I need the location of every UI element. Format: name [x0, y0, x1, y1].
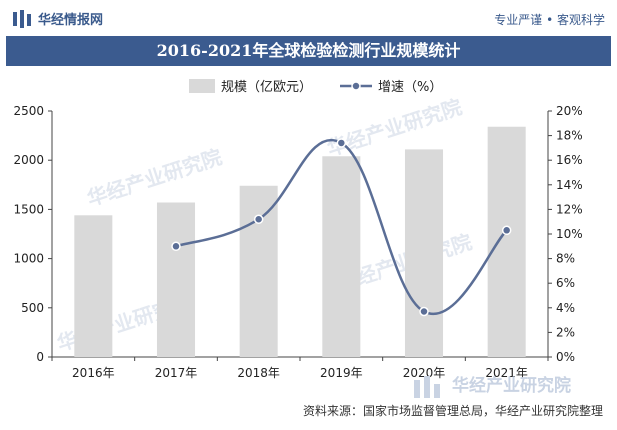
growth-line [175, 139, 508, 316]
watermark-text: 华经产业研究院 [452, 376, 571, 396]
y-right-tick-label: 2% [556, 325, 575, 339]
y-right-tick-label: 12% [556, 202, 583, 216]
y-right-tick-label: 16% [556, 153, 583, 167]
legend-line-marker [351, 81, 361, 91]
slogan: 专业严谨 • 客观科学 [494, 13, 605, 27]
growth-point [253, 214, 264, 224]
watermark-logo-icon [414, 376, 440, 398]
watermark-bg-text: 华经产业研究院 [324, 95, 465, 161]
y-left-tick-label: 500 [21, 301, 44, 315]
y-right-tick-label: 0% [556, 350, 575, 364]
growth-point [501, 225, 512, 236]
y-left-tick-label: 1500 [13, 202, 44, 216]
y-left-tick-label: 2500 [13, 104, 44, 118]
brand-name: 华经情报网 [38, 13, 104, 28]
legend-bar-swatch [189, 79, 215, 93]
legend-line-label: 增速（%） [378, 80, 442, 95]
x-tick-label: 2020年 [403, 366, 446, 380]
top-bar: 华经情报网 专业严谨 • 客观科学 [0, 0, 617, 36]
watermark-bg-text: 华经产业研究院 [84, 145, 225, 211]
chart-title: 2016-2021年全球检验检测行业规模统计 [6, 36, 611, 66]
legend-bar-label: 规模（亿欧元） [221, 80, 312, 95]
logo: 华经情报网 [12, 9, 103, 28]
brand-logo-icon [13, 9, 31, 28]
bar [487, 126, 526, 357]
source-note: 资料来源：国家市场监督管理总局，华经产业研究院整理 [302, 404, 603, 418]
y-right-tick-label: 20% [556, 104, 583, 118]
x-tick-label: 2021年 [485, 366, 528, 380]
growth-point [171, 241, 181, 252]
x-tick-label: 2018年 [237, 366, 280, 380]
chart-canvas: 华经产业研究院华经产业研究院华经产业研究院华经产业研究院050010001500… [13, 79, 583, 380]
y-right-tick-label: 6% [556, 276, 575, 290]
y-left-tick-label: 1000 [13, 252, 44, 266]
growth-point [336, 138, 347, 148]
y-right-tick-label: 4% [556, 301, 575, 315]
x-tick-label: 2017年 [155, 366, 198, 380]
bar [322, 156, 361, 357]
bar [74, 215, 113, 357]
bar [239, 185, 278, 357]
y-right-tick-label: 18% [556, 129, 583, 143]
y-left-tick-label: 0 [36, 350, 44, 364]
y-left-tick-label: 2000 [13, 153, 44, 167]
growth-point [419, 306, 429, 317]
y-right-tick-label: 8% [556, 252, 575, 266]
bar [404, 149, 444, 357]
y-right-tick-label: 10% [556, 227, 583, 241]
x-tick-label: 2019年 [320, 366, 363, 380]
bar [156, 202, 196, 357]
y-right-tick-label: 14% [556, 178, 583, 192]
x-tick-label: 2016年 [72, 366, 115, 380]
